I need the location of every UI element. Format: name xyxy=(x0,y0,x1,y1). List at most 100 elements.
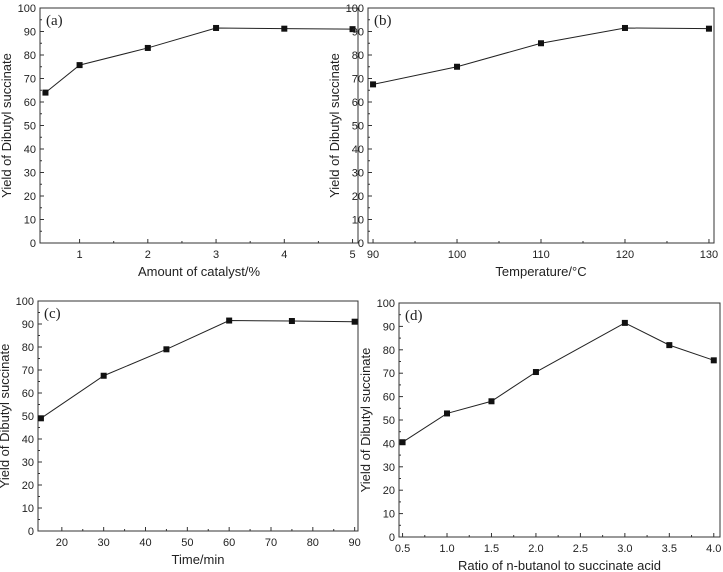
data-point xyxy=(621,24,628,31)
data-point xyxy=(37,415,44,422)
panel-label: (b) xyxy=(374,13,392,29)
y-tick-label: 80 xyxy=(352,50,364,62)
y-tick-label: 80 xyxy=(383,345,395,357)
x-tick-label: 1.0 xyxy=(439,543,454,555)
panel-label: (a) xyxy=(46,13,63,29)
y-axis-label: Yield of Dibutyl succinate xyxy=(0,344,12,489)
y-tick-label: 100 xyxy=(346,3,364,15)
y-tick-label: 40 xyxy=(22,434,34,446)
x-tick-label: 2.5 xyxy=(573,543,588,555)
data-point xyxy=(351,318,358,325)
y-tick-label: 90 xyxy=(383,321,395,333)
y-tick-label: 80 xyxy=(24,50,36,62)
x-axis-label: Amount of catalyst/% xyxy=(138,264,261,279)
data-point xyxy=(281,25,288,32)
x-tick-label: 70 xyxy=(265,537,277,549)
x-tick-label: 3.0 xyxy=(617,543,632,555)
y-tick-label: 10 xyxy=(24,215,36,227)
y-axis-label: Yield of Dibutyl succinate xyxy=(327,53,342,198)
x-tick-label: 4.0 xyxy=(706,543,721,555)
x-tick-label: 100 xyxy=(448,249,466,261)
data-point xyxy=(226,317,233,324)
y-tick-label: 100 xyxy=(16,296,34,308)
y-tick-label: 30 xyxy=(352,168,364,180)
x-tick-label: 1 xyxy=(77,249,83,261)
y-tick-label: 50 xyxy=(352,121,364,133)
data-point xyxy=(621,319,628,326)
data-point xyxy=(100,372,107,379)
y-tick-label: 50 xyxy=(383,415,395,427)
x-tick-label: 5 xyxy=(349,249,355,261)
panel-c: 0 10 20 30 40 50 60 70 80 90 100 20 30 40 50 60 70 80 90 Ti… xyxy=(0,296,361,567)
y-tick-label: 0 xyxy=(30,238,36,250)
data-point xyxy=(349,26,356,33)
y-tick-label: 50 xyxy=(22,411,34,423)
y-tick-label: 40 xyxy=(24,144,36,156)
y-tick-label: 60 xyxy=(352,97,364,109)
data-point xyxy=(705,25,712,32)
x-tick-label: 2.0 xyxy=(528,543,543,555)
data-point xyxy=(163,346,170,353)
x-axis-label: Time/min xyxy=(172,552,225,567)
panel-a: 0 10 20 30 40 50 60 70 80 90 100 1 2 3 4 5 Amount of cat… xyxy=(0,3,359,279)
y-tick-label: 40 xyxy=(383,438,395,450)
data-point xyxy=(488,398,495,405)
y-tick-label: 10 xyxy=(352,215,364,227)
y-axis-label: Yield of Dibutyl succinate xyxy=(358,348,373,493)
y-tick-label: 70 xyxy=(383,368,395,380)
panel-label: (d) xyxy=(405,308,423,324)
x-axis-label: Ratio of n-butanol to succinate acid xyxy=(458,558,661,572)
data-point xyxy=(213,24,220,31)
y-tick-label: 20 xyxy=(22,480,34,492)
y-tick-label: 20 xyxy=(24,191,36,203)
data-point xyxy=(42,89,49,96)
data-point xyxy=(666,342,673,349)
data-point xyxy=(288,318,295,325)
x-tick-label: 30 xyxy=(98,537,110,549)
panel-b: 0 10 20 30 40 50 60 70 80 90 100 90 100 110 120 130 Temp… xyxy=(327,3,718,279)
x-tick-label: 90 xyxy=(367,249,379,261)
panel-label: (c) xyxy=(44,306,61,322)
y-tick-label: 20 xyxy=(352,191,364,203)
y-tick-label: 40 xyxy=(352,144,364,156)
data-point xyxy=(76,62,83,69)
y-tick-label: 0 xyxy=(389,532,395,544)
x-tick-label: 40 xyxy=(139,537,151,549)
x-tick-label: 80 xyxy=(307,537,319,549)
y-tick-label: 70 xyxy=(22,365,34,377)
x-tick-label: 120 xyxy=(616,249,634,261)
y-tick-label: 90 xyxy=(352,27,364,39)
data-point xyxy=(538,40,544,47)
y-tick-label: 10 xyxy=(22,503,34,515)
y-tick-label: 30 xyxy=(24,168,36,180)
y-tick-label: 80 xyxy=(22,342,34,354)
data-point xyxy=(399,439,406,446)
data-point xyxy=(454,63,461,70)
x-axis-label: Temperature/°C xyxy=(495,264,586,279)
x-tick-label: 3 xyxy=(213,249,219,261)
y-tick-label: 50 xyxy=(24,121,36,133)
plot-frame xyxy=(37,300,359,532)
y-tick-label: 0 xyxy=(28,526,34,538)
y-tick-label: 30 xyxy=(383,462,395,474)
x-tick-label: 90 xyxy=(349,537,361,549)
y-tick-label: 60 xyxy=(24,97,36,109)
x-tick-label: 1.5 xyxy=(484,543,499,555)
series-line xyxy=(45,27,353,93)
plot-frame xyxy=(39,7,359,244)
series-line xyxy=(402,322,714,443)
data-point xyxy=(710,357,717,364)
x-tick-label: 3.5 xyxy=(662,543,677,555)
x-tick-label: 2 xyxy=(145,249,151,261)
y-tick-label: 90 xyxy=(24,27,36,39)
panel-d: 0 10 20 30 40 50 60 70 80 90 100 0.5 1.0 1.5 2.0 2.5 3.0… xyxy=(358,298,721,572)
data-point xyxy=(144,44,151,51)
x-tick-label: 50 xyxy=(181,537,193,549)
y-tick-label: 60 xyxy=(22,388,34,400)
y-tick-label: 100 xyxy=(377,298,395,310)
x-tick-label: 60 xyxy=(223,537,235,549)
y-tick-label: 70 xyxy=(24,74,36,86)
y-tick-label: 20 xyxy=(383,485,395,497)
y-tick-label: 90 xyxy=(22,319,34,331)
